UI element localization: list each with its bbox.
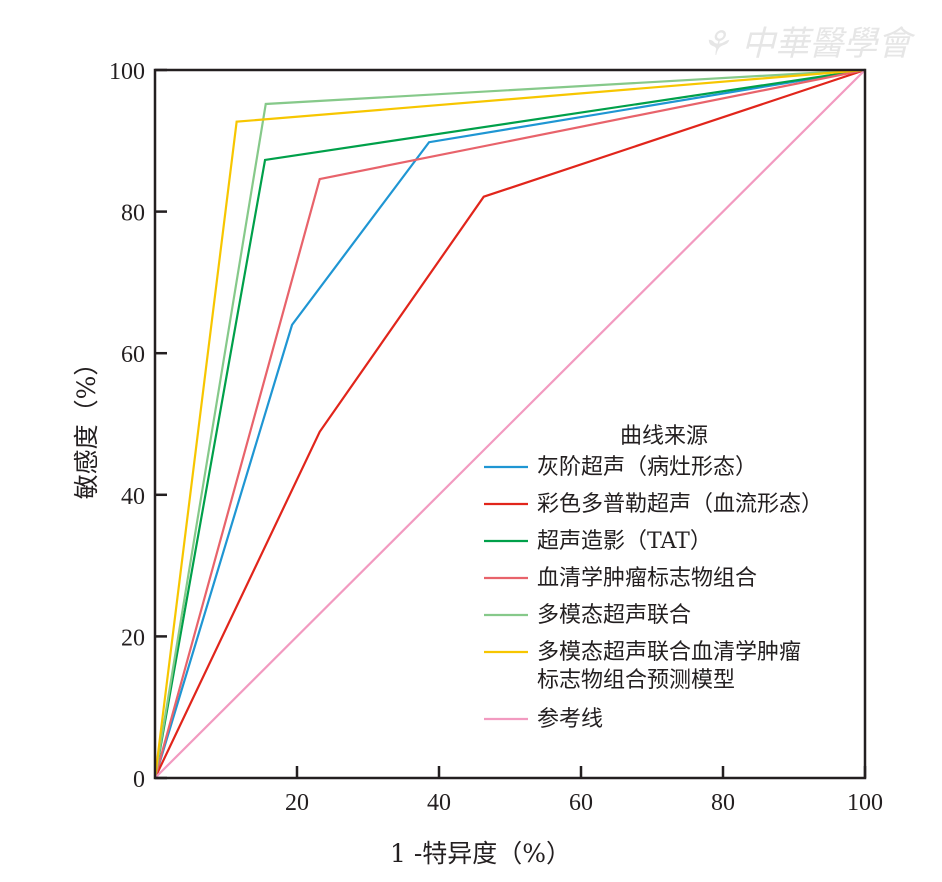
x-tick-label: 40 (427, 790, 451, 816)
x-axis-label: 1 -特异度（%） (390, 839, 571, 868)
y-tick-label: 100 (109, 59, 145, 85)
series-line-7 (154, 69, 866, 779)
legend-label-7: 参考线 (537, 707, 603, 732)
series-line-4 (153, 68, 866, 779)
legend-label-1: 灰阶超声（病灶形态） (537, 455, 757, 480)
legend: 灰阶超声（病灶形态） 彩色多普勒超声（血流形态） 超声造影（TAT） 血清学肿瘤标志物… (484, 455, 823, 732)
series-line-2 (154, 68, 866, 779)
y-tick-label: 20 (121, 625, 145, 651)
legend-label-6: 多模态超声联合血清学肿瘤 (537, 640, 801, 665)
watermark-logo: ⚘ 中華醫學會 (700, 24, 916, 64)
legend-label-5: 多模态超声联合 (537, 603, 691, 628)
y-tick-label: 40 (121, 484, 145, 510)
series-line-5 (153, 68, 866, 779)
x-tick-label: 100 (847, 790, 883, 816)
y-axis-label: 敏感度（%） (72, 351, 101, 500)
x-tick-label: 80 (711, 790, 735, 816)
series-line-3 (153, 68, 866, 779)
legend-label-4: 血清学肿瘤标志物组合 (537, 566, 757, 591)
legend-label-6: 标志物组合预测模型 (537, 668, 735, 693)
legend-label-2: 彩色多普勒超声（血流形态） (537, 492, 823, 517)
series-line-6 (153, 68, 866, 779)
y-tick-label: 0 (133, 767, 145, 793)
x-tick-label: 20 (285, 790, 309, 816)
legend-title: 曲线来源 (620, 424, 708, 449)
plot-frame (153, 68, 867, 780)
series-line-1 (153, 68, 866, 779)
y-tick-label: 80 (121, 201, 145, 227)
legend-label-3: 超声造影（TAT） (537, 529, 712, 554)
x-tick-label: 60 (569, 790, 593, 816)
y-tick-label: 60 (121, 342, 145, 368)
